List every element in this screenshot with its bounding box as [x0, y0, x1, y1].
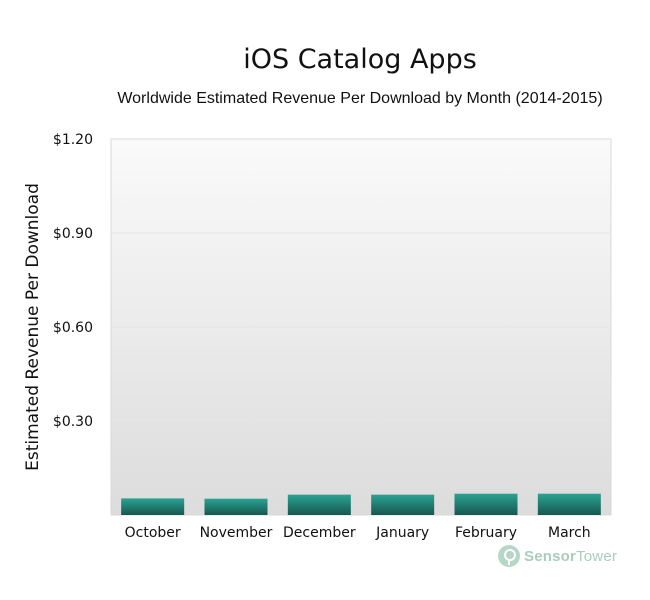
bars — [121, 493, 601, 515]
x-tick-labels: October November December January February Ma… — [125, 525, 591, 541]
y-tick-label: $0.60 — [53, 320, 93, 336]
chart-subtitle: Worldwide Estimated Revenue Per Download… — [117, 90, 603, 107]
x-tick-label: January — [375, 525, 429, 541]
sensortower-logo: SensorTower — [498, 545, 617, 567]
x-tick-label: December — [283, 525, 356, 541]
grid-lines — [111, 232, 611, 422]
x-tick-label: November — [200, 525, 273, 541]
bar-february — [454, 493, 518, 515]
y-tick-label: $1.20 — [53, 132, 93, 148]
x-tick-label: February — [455, 525, 517, 541]
y-tick-labels: $0.30 $0.60 $0.90 $1.20 — [53, 132, 93, 430]
x-tick-label: March — [548, 525, 591, 541]
y-tick-label: $0.30 — [53, 414, 93, 430]
y-tick-label: $0.90 — [53, 226, 93, 242]
bar-march — [537, 493, 601, 515]
brand-part2: Tower — [576, 547, 618, 565]
brand-text: SensorTower — [524, 548, 617, 565]
sensortower-logo-icon — [498, 545, 520, 567]
bar-january — [371, 494, 435, 515]
bar-october — [121, 498, 185, 515]
chart-title: iOS Catalog Apps — [243, 44, 477, 75]
x-tick-label: October — [125, 525, 181, 541]
bar-december — [287, 494, 351, 515]
brand-part1: Sensor — [524, 547, 577, 565]
bar-november — [204, 498, 268, 515]
